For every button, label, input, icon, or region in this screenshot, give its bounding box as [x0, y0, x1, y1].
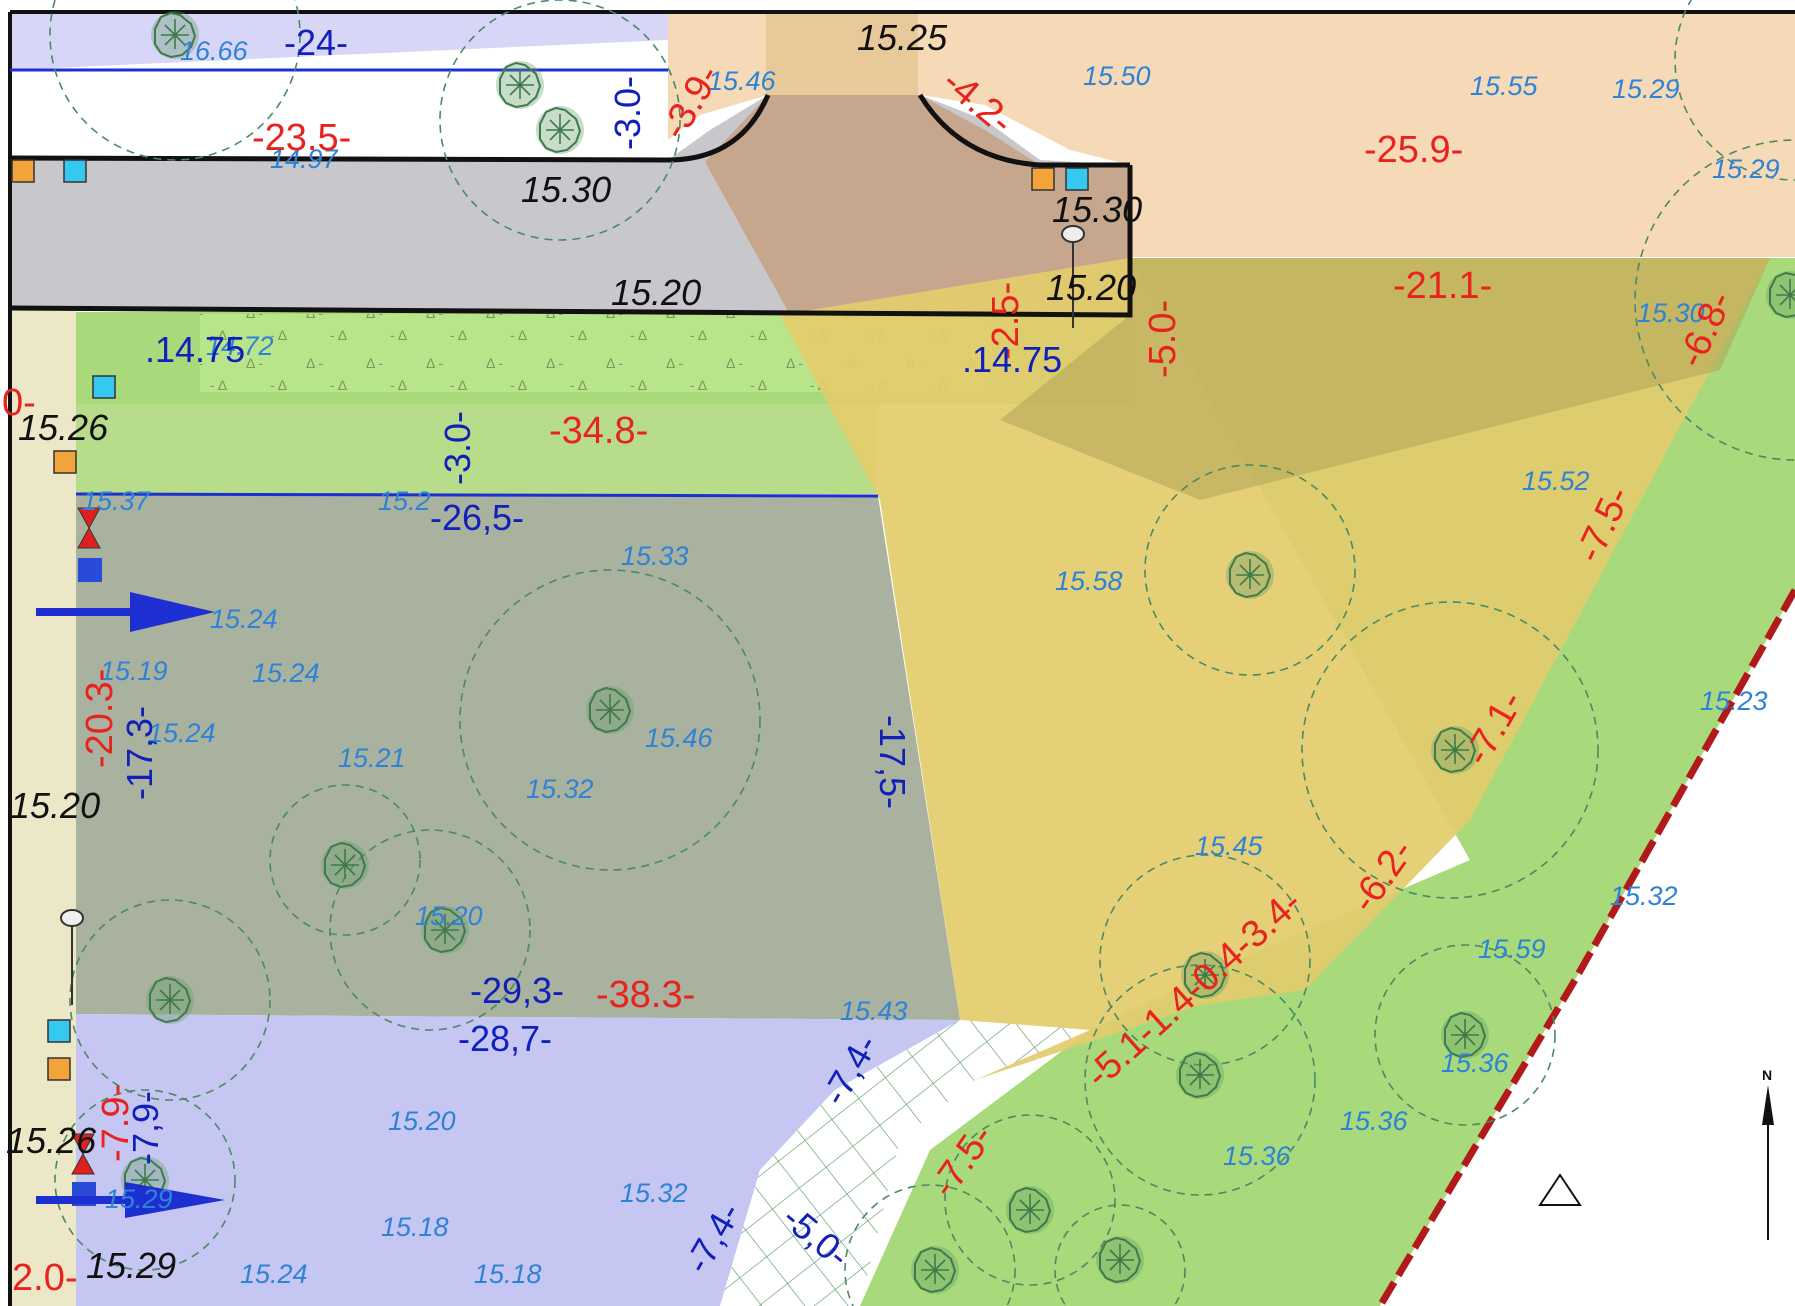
spot-height-label: 15.2 — [378, 486, 431, 516]
spot-height-label: 15.37 — [82, 486, 151, 516]
curb-left — [667, 94, 771, 163]
curb-right — [917, 93, 1130, 168]
dimension-label: -7,9- — [125, 1091, 166, 1165]
elevation-label: 15.20 — [1046, 267, 1136, 308]
grey-plot — [76, 494, 960, 1020]
spot-height-label: 15.21 — [338, 743, 406, 773]
spot-height-label: 15.18 — [381, 1212, 449, 1242]
dimension-label: -3.0- — [437, 411, 478, 485]
white-lower-right — [1380, 590, 1795, 1306]
lawn-strip-2 — [76, 404, 876, 494]
elevation-label: 15.30 — [1052, 189, 1142, 230]
dimension-label: -20.3- — [79, 669, 121, 768]
spot-height-label: 14.97 — [270, 144, 339, 174]
dimension-label: -5.0- — [1142, 300, 1184, 378]
spot-height-label: 15.46 — [708, 66, 777, 96]
elevation-label: 15.26 — [18, 407, 109, 448]
blue-line-mid — [75, 492, 879, 498]
spot-height-label: 15.36 — [1223, 1141, 1292, 1171]
flow-arrows — [36, 592, 225, 1218]
dimension-label: -17,3- — [119, 706, 160, 800]
spot-height-label: 15.52 — [1522, 466, 1590, 496]
utility-symbols — [11, 159, 1089, 1206]
olive-shade — [1000, 258, 1770, 500]
spot-height-label: 15.24 — [252, 658, 320, 688]
dimension-label: -34.8- — [549, 410, 648, 452]
spot-height-label: 15.45 — [1195, 831, 1264, 861]
dimension-label: -23.5- — [252, 117, 351, 159]
dimension-label: 2.0- — [12, 1257, 77, 1299]
dimension-label: -25.9- — [1364, 129, 1463, 171]
dimension-label: .14.75 — [145, 329, 245, 370]
spot-height-label: 14.72 — [206, 331, 274, 361]
entrance-brown — [705, 95, 1130, 315]
spot-height-label: 15.24 — [240, 1259, 308, 1289]
dimension-label: -2.5- — [985, 282, 1027, 360]
spot-height-label: 15.50 — [1083, 61, 1151, 91]
elevation-label: 15.29 — [86, 1245, 176, 1286]
spot-height-label: 15.29 — [105, 1184, 173, 1214]
spot-height-label: 15.32 — [526, 774, 594, 804]
spot-height-label: 15.20 — [415, 901, 483, 931]
dimension-label: -24- — [284, 22, 348, 63]
blue-elevation-labels: 16.66 15.46 15.50 15.55 15.29 15.29 14.97 15.30… — [82, 36, 1780, 1289]
black-elevation-labels: 15.25 15.30 15.30 15.20 15.20 15.26 15.20 15.26… — [6, 17, 1142, 1286]
spot-height-label: 15.59 — [1478, 934, 1546, 964]
dimension-label: 0- — [2, 382, 36, 424]
spot-height-label: 15.33 — [621, 541, 689, 571]
dimension-label: -38.3- — [596, 974, 695, 1016]
dimension-label: -29,3- — [470, 970, 564, 1011]
road-edge-bottom — [9, 165, 1133, 318]
dimension-label: -3.0- — [607, 76, 648, 150]
spot-height-label: 15.36 — [1340, 1106, 1409, 1136]
peach-paving — [668, 12, 1795, 165]
north-arrow: N — [1538, 1067, 1774, 1240]
spot-height-label: 15.32 — [620, 1178, 688, 1208]
spot-height-label: 15.18 — [474, 1259, 542, 1289]
elevation-label: 15.25 — [857, 17, 948, 58]
dimension-label: .14.75 — [962, 339, 1062, 380]
elevation-label: 15.26 — [6, 1120, 97, 1161]
elevation-label: 15.20 — [10, 785, 100, 826]
spot-height-label: 15.23 — [1700, 686, 1768, 716]
spot-height-label: 15.46 — [645, 723, 714, 753]
north-label: N — [1762, 1067, 1772, 1083]
spot-height-label: 15.36 — [1441, 1048, 1510, 1078]
spot-height-label: 15.55 — [1470, 71, 1539, 101]
spot-height-label: 15.24 — [148, 718, 216, 748]
blue-zone — [76, 1014, 960, 1306]
spot-height-label: 16.66 — [180, 36, 249, 66]
dimension-label: -7.9- — [95, 1084, 137, 1162]
spot-height-label: 15.19 — [100, 656, 168, 686]
spot-height-label: 15.32 — [1610, 881, 1678, 911]
dimension-label: -21.1- — [1393, 265, 1492, 307]
spot-height-label: 15.24 — [210, 604, 278, 634]
property-boundary — [1376, 588, 1795, 1306]
spot-height-label: 15.20 — [388, 1106, 456, 1136]
peach-paving-right — [1130, 165, 1795, 257]
spot-height-label: 15.30 — [1637, 298, 1705, 328]
spot-height-label: 15.29 — [1712, 154, 1780, 184]
dimension-label: -17,5- — [872, 715, 913, 809]
spot-height-label: 15.29 — [1612, 74, 1680, 104]
yellow-plot — [780, 258, 1770, 1080]
spot-height-label: 15.58 — [1055, 566, 1123, 596]
elevation-label: 15.30 — [521, 169, 611, 210]
elevation-label: 15.20 — [611, 272, 701, 313]
lamp-icons — [60, 225, 1085, 1005]
canopy-circles — [49, 0, 1795, 1306]
spot-height-label: 15.43 — [840, 996, 908, 1026]
grid-paving — [720, 1020, 1090, 1306]
road-edge-top — [9, 155, 669, 163]
entrance-path — [766, 12, 918, 96]
dimension-label: -26,5- — [430, 497, 524, 538]
dimension-label: -28,7- — [458, 1018, 552, 1059]
